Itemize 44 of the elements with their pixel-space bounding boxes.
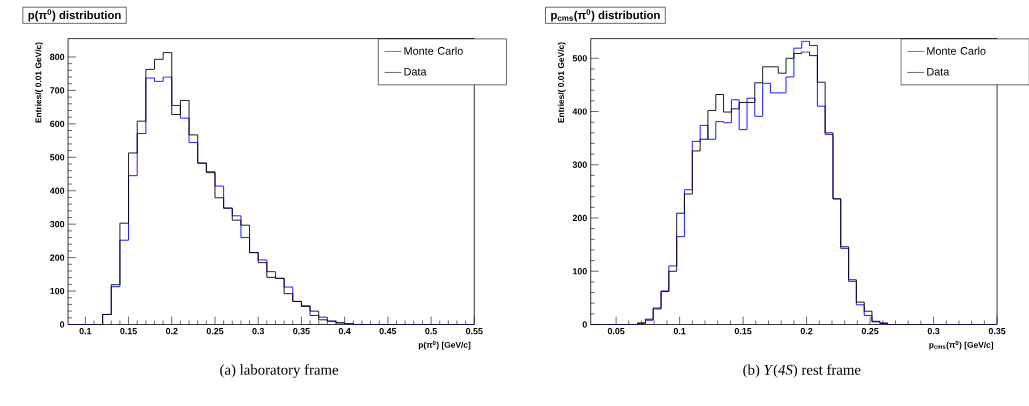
legend-label: Data bbox=[927, 68, 950, 76]
y-tick-label: 100 bbox=[50, 288, 65, 295]
x-tick-label: 0.25 bbox=[206, 328, 224, 335]
x-tick-label: 0.5 bbox=[425, 328, 437, 335]
x-tick-label: 0.35 bbox=[293, 328, 310, 335]
y-tick-label: 0 bbox=[60, 321, 65, 328]
x-tick-label: 0.3 bbox=[252, 328, 265, 335]
y-tick-label: 600 bbox=[50, 120, 65, 128]
y-tick-label: 400 bbox=[572, 108, 587, 115]
y-tick-label: 500 bbox=[50, 154, 65, 161]
x-tick-label: 0.25 bbox=[861, 328, 879, 335]
x-tick-label: 0.45 bbox=[379, 328, 397, 335]
chart-title: p$_{cms}$(π$^{0}$) distribution bbox=[551, 9, 660, 22]
y-tick-label: 200 bbox=[50, 254, 65, 261]
y-tick-label: 800 bbox=[50, 54, 65, 61]
x-tick-label: 0.1 bbox=[673, 328, 686, 335]
y-tick-label: 0 bbox=[582, 321, 587, 328]
y-axis-title: Entries/( 0.01 GeV/c) bbox=[35, 42, 43, 123]
y-tick-label: 300 bbox=[572, 161, 587, 169]
x-tick-label: 0.1 bbox=[79, 328, 92, 335]
legend-label: Monte Carlo bbox=[927, 46, 986, 55]
y-tick-label: 400 bbox=[49, 187, 65, 195]
x-tick-label: 0.15 bbox=[734, 328, 752, 335]
x-tick-label: 0.35 bbox=[988, 328, 1006, 335]
y-tick-label: 500 bbox=[572, 55, 587, 62]
y-tick-label: 300 bbox=[49, 221, 65, 228]
y-axis-title: Entries/( 0.01 GeV/c) bbox=[557, 42, 566, 123]
legend-label: Data bbox=[404, 68, 427, 76]
y-tick-label: 100 bbox=[573, 268, 587, 275]
x-tick-label: 0.55 bbox=[466, 328, 483, 335]
text: (b) Υ(4S) rest frame bbox=[743, 364, 861, 378]
y-tick-label: 700 bbox=[50, 87, 65, 94]
text: (a) laboratory frame bbox=[220, 364, 339, 378]
x-tick-label: 0.4 bbox=[338, 328, 351, 335]
y-tick-label: 200 bbox=[572, 215, 587, 222]
x-tick-label: 0.15 bbox=[120, 328, 137, 335]
x-tick-label: 0.2 bbox=[800, 328, 813, 335]
x-axis-title: p(π$^{0}$) [GeV/c] bbox=[418, 341, 471, 350]
x-tick-label: 0.3 bbox=[927, 328, 940, 335]
x-axis-title: p$_{cms}$(π$^{0}$) [GeV/c] bbox=[929, 341, 994, 350]
x-tick-label: 0.2 bbox=[165, 328, 178, 335]
x-tick-label: 0.05 bbox=[607, 328, 625, 335]
chart-title: p(π$^{0}$) distribution bbox=[28, 9, 121, 22]
legend-label: Monte Carlo bbox=[404, 46, 463, 55]
